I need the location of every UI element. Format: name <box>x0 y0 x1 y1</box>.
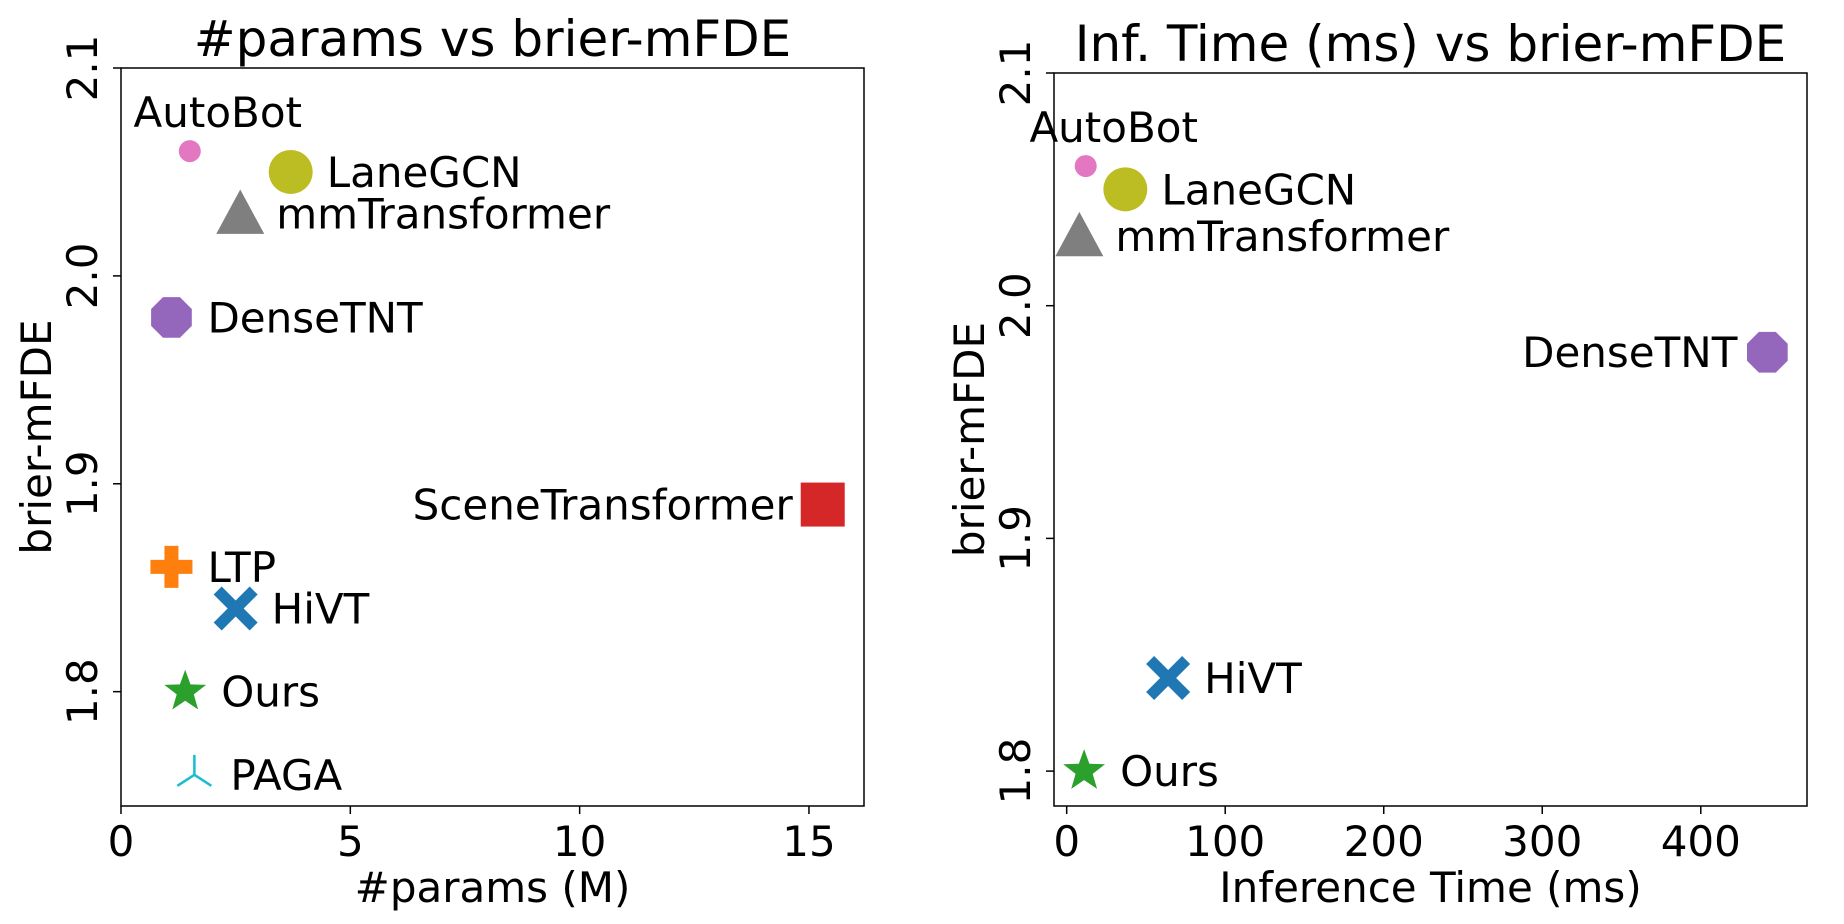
chart2-y-tick-label: 2.1 <box>991 40 1040 107</box>
chart2-point-label-hivt: HiVT <box>1204 654 1302 703</box>
chart2-x-tick-label: 300 <box>1502 817 1582 866</box>
chart2-x-tick-label: 100 <box>1185 817 1265 866</box>
chart2-x-axis-label: Inference Time (ms) <box>1219 863 1641 912</box>
chart2-marker-autobot <box>1074 155 1097 178</box>
chart1-marker-ltp <box>150 545 193 588</box>
chart2-point-label-lanegcn: LaneGCN <box>1161 165 1356 214</box>
chart1-point-ours: Ours <box>164 668 320 717</box>
chart2-axes-frame <box>1053 72 1808 807</box>
chart1-y-tick-label: 2.1 <box>58 35 107 102</box>
chart2-point-ours: Ours <box>1063 747 1219 796</box>
chart2-point-label-densetnt: DenseTNT <box>1522 328 1738 377</box>
chart2-panel: Inf. Time (ms) vs brier-mFDE 0 100 200 300 40… <box>945 15 1808 912</box>
chart1-point-mmtransformer: mmTransformer <box>216 189 611 239</box>
chart2-marker-lanegcn <box>1103 167 1148 212</box>
chart2-point-label-ours: Ours <box>1120 747 1219 796</box>
chart2-marker-hivt <box>1146 656 1191 701</box>
chart1-title: #params vs brier-mFDE <box>194 10 792 68</box>
chart1-point-lanegcn: LaneGCN <box>268 148 522 197</box>
chart2-y-tick-label: 2.0 <box>991 272 1040 339</box>
chart1-panel: #params vs brier-mFDE 0 5 10 15 1.8 1.9 2.0 2.1 #… <box>12 10 865 912</box>
chart1-point-label-ours: Ours <box>221 668 320 717</box>
chart2-point-autobot: AutoBot <box>1029 103 1198 178</box>
chart1-point-label-lanegcn: LaneGCN <box>327 148 522 197</box>
chart2-y-tick-label: 1.8 <box>991 738 1040 805</box>
chart1-point-ltp: LTP <box>150 543 276 592</box>
chart1-point-scenetransformer: SceneTransformer <box>413 481 845 530</box>
chart1-marker-densetnt <box>151 297 192 338</box>
chart2-point-label-autobot: AutoBot <box>1029 103 1198 152</box>
chart1-y-tick-label: 1.9 <box>58 450 107 517</box>
chart1-point-autobot: AutoBot <box>134 88 303 163</box>
chart1-marker-hivt <box>213 586 258 631</box>
chart1-point-label-hivt: HiVT <box>272 585 370 634</box>
chart1-point-label-ltp: LTP <box>207 543 276 592</box>
chart1-marker-paga <box>176 754 213 787</box>
chart1-point-label-paga: PAGA <box>230 751 342 800</box>
chart1-x-axis-label: #params (M) <box>355 863 631 912</box>
chart1-y-tick-label: 2.0 <box>58 242 107 309</box>
chart1-x-tick-label: 10 <box>553 817 606 866</box>
chart1-point-densetnt: DenseTNT <box>151 293 423 342</box>
chart2-y-tick-label: 1.9 <box>991 505 1040 572</box>
chart2-marker-ours <box>1063 749 1105 789</box>
chart1-axes-frame <box>120 67 865 807</box>
chart1-y-tick-label: 1.8 <box>58 658 107 725</box>
chart2-point-densetnt: DenseTNT <box>1522 328 1788 377</box>
chart1-point-label-mmtransformer: mmTransformer <box>276 190 611 239</box>
chart2-x-tick-label: 400 <box>1661 817 1741 866</box>
chart1-marker-mmtransformer <box>216 189 265 234</box>
chart2-marker-densetnt <box>1747 331 1788 373</box>
chart1-point-paga: PAGA <box>176 751 343 800</box>
chart2-y-axis-label: brier-mFDE <box>945 322 994 557</box>
chart1-marker-autobot <box>178 140 201 163</box>
chart2-point-hivt: HiVT <box>1146 654 1302 703</box>
chart2-point-label-mmtransformer: mmTransformer <box>1115 212 1450 261</box>
chart1-marker-ours <box>164 669 207 710</box>
chart1-x-tick-label: 15 <box>782 817 835 866</box>
chart2-x-tick-label: 0 <box>1053 817 1080 866</box>
chart1-x-tick-label: 5 <box>337 817 364 866</box>
chart2-title: Inf. Time (ms) vs brier-mFDE <box>1075 15 1787 73</box>
chart2-point-mmtransformer: mmTransformer <box>1055 211 1450 261</box>
chart2-marker-mmtransformer <box>1055 211 1104 257</box>
chart1-point-label-scenetransformer: SceneTransformer <box>413 481 794 530</box>
chart1-point-hivt: HiVT <box>213 585 370 634</box>
chart1-marker-lanegcn <box>268 149 313 194</box>
chart1-x-tick-label: 0 <box>108 817 135 866</box>
chart2-point-lanegcn: LaneGCN <box>1103 165 1356 214</box>
chart1-marker-scenetransformer <box>800 482 845 527</box>
chart1-point-label-densetnt: DenseTNT <box>207 293 423 342</box>
chart1-y-axis-label: brier-mFDE <box>12 319 61 554</box>
chart2-x-tick-label: 200 <box>1344 817 1424 866</box>
chart1-point-label-autobot: AutoBot <box>134 88 303 137</box>
